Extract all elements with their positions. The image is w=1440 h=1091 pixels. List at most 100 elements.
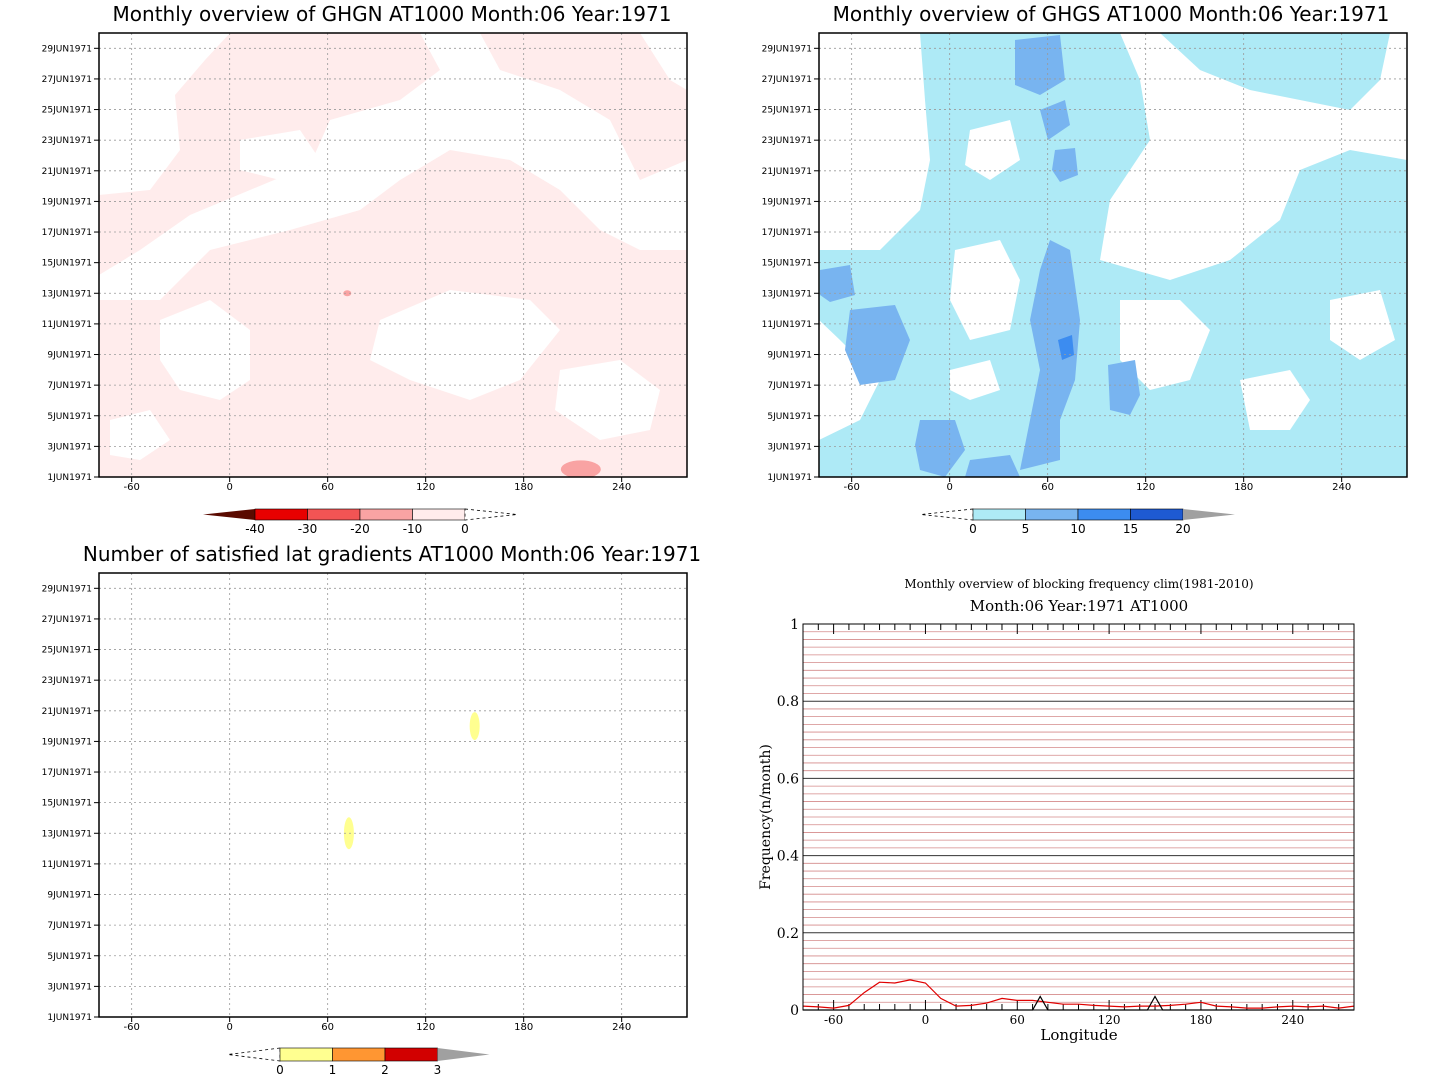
ghgs-clear-region-f [1330,290,1395,360]
lat-gradients-contour-fill [343,712,480,850]
lat-gradients-y-tick-label: 21JUN1971 [42,707,92,717]
lat-gradients-x-tick-label: 60 [321,1022,334,1033]
ghgn-y-tick-label: 21JUN1971 [42,167,92,177]
lat-gradients-y-tick-label: 13JUN1971 [42,829,92,839]
ghgs-x-axis: -60 0 60 120 180 240 [843,477,1351,493]
ghgs-contour-region-5to10-i [965,455,1020,477]
ghgn-colorbar-label: -20 [350,522,370,536]
ghgs-contour-region-5to10-a [1020,240,1080,470]
lat-gradients-x-tick-label: -60 [123,1022,139,1033]
ghgs-colorbar-label: 10 [1070,522,1085,536]
ghgn-x-axis: -60 0 60 120 180 240 [123,477,631,493]
lat-gradients-colorbar-segment [332,1047,386,1062]
ghgn-panel: Monthly overview of GHGN AT1000 Month:06… [42,2,688,536]
ghgs-y-tick-label: 19JUN1971 [762,197,812,207]
blocking-frequency-x-tick-label: 180 [1189,1013,1212,1027]
blocking-frequency-grid [802,624,1355,1010]
ghgn-y-tick-label: 5JUN1971 [47,412,92,422]
ghgs-y-tick-label: 1JUN1971 [767,473,812,483]
ghgs-clear-region-b [950,360,1000,400]
ghgn-y-tick-label: 7JUN1971 [47,381,92,391]
ghgn-colorbar-label: -40 [245,522,265,536]
blocking-frequency-x-axis: -60 0 60 120 180 240 [824,1013,1304,1027]
blocking-frequency-x-tick-label: 240 [1281,1013,1304,1027]
ghgn-feature-layer [343,290,601,477]
ghgn-y-tick-label: 29JUN1971 [42,44,92,54]
ghgs-title: Monthly overview of GHGS AT1000 Month:06… [833,2,1390,26]
ghgs-clear-region-e [965,120,1020,180]
ghgn-colorbar-label: -10 [403,522,423,536]
ghgs-contour-region-5to10-b [845,305,910,385]
ghgs-grid [819,33,1407,477]
lat-gradients-colorbar-label: 0 [276,1063,284,1077]
ghgs-y-tick-label: 21JUN1971 [762,167,812,177]
lat-gradients-y-tick-label: 5JUN1971 [47,952,92,962]
lat-gradients-y-tick-label: 9JUN1971 [47,891,92,901]
ghgs-clear-region-d [1240,370,1310,430]
blocking-frequency-y-axis-label: Frequency(n/month) [758,744,774,890]
ghgn-colorbar: -40 -30 -20 -10 0 [203,508,518,536]
lat-gradients-y-tick-label: 17JUN1971 [42,768,92,778]
ghgn-y-tick-label: 13JUN1971 [42,289,92,299]
lat-gradients-y-axis: 1JUN1971 3JUN1971 5JUN1971 7JUN1971 9JUN1971… [42,584,99,1023]
ghgn-colorbar-label: -30 [298,522,318,536]
ghgs-y-tick-label: 17JUN1971 [762,228,812,238]
lat-gradients-y-tick-label: 19JUN1971 [42,737,92,747]
ghgn-x-tick-label: 120 [416,482,435,493]
blocking-frequency-y-axis: 0 0.2 0.4 0.6 0.8 1 [777,617,799,1019]
ghgs-x-tick-label: 240 [1332,482,1351,493]
ghgs-colorbar-label: 5 [1022,522,1030,536]
lat-gradients-y-tick-label: 1JUN1971 [47,1013,92,1023]
ghgn-y-tick-label: 25JUN1971 [42,106,92,116]
ghgs-contour-region-5to10-c [915,420,965,477]
ghgn-x-tick-label: 180 [514,482,533,493]
ghgs-y-tick-label: 13JUN1971 [762,289,812,299]
ghgs-colorbar-segment [972,508,1026,521]
ghgs-colorbar-label: 0 [969,522,977,536]
ghgs-y-tick-label: 15JUN1971 [762,259,812,269]
lat-gradients-colorbar-label: 3 [434,1063,442,1077]
ghgs-contour-region-10to15 [1058,335,1074,360]
ghgs-contour-region-5to10-f [1052,148,1078,182]
blocking-frequency-x-axis-label: Longitude [1040,1026,1117,1044]
blocking-frequency-y-tick-label: 0.2 [777,926,799,942]
ghgs-contour-region-5to10-h [820,265,855,302]
blocking-frequency-y-tick-label: 0.4 [777,849,799,865]
ghgs-x-tick-label: -60 [843,482,859,493]
lat-gradients-colorbar-label: 2 [381,1063,389,1077]
ghgs-contour-region-5to10-e [1015,35,1065,95]
lat-gradients-panel: Number of satisfied lat gradients AT1000… [42,542,701,1077]
lat-gradients-y-tick-label: 29JUN1971 [42,584,92,594]
lat-gradients-plot-background [99,573,687,1017]
lat-gradients-colorbar-low-triangle [227,1047,281,1062]
ghgs-colorbar-segment [1025,508,1079,521]
lat-gradients-title: Number of satisfied lat gradients AT1000… [83,542,701,566]
blocking-frequency-x-tick-label: 120 [1098,1013,1121,1027]
ghgn-clear-region-c [555,360,660,440]
lat-gradients-x-axis: -60 0 60 120 180 240 [123,1017,631,1033]
ghgs-y-tick-label: 5JUN1971 [767,412,812,422]
lat-gradients-y-tick-label: 11JUN1971 [42,860,92,870]
ghgn-grid [99,33,687,477]
blocking-frequency-x-tick-label: 60 [1010,1013,1025,1027]
ghgs-clear-region-c [1120,300,1210,390]
ghgs-x-tick-label: 60 [1041,482,1054,493]
ghgs-contour-region-0to5-topright [1160,33,1390,110]
ghgn-y-tick-label: 19JUN1971 [42,197,92,207]
lat-gradients-feature-1 [343,817,354,850]
ghgs-x-tick-label: 180 [1234,482,1253,493]
ghgn-y-axis: 1JUN1971 3JUN1971 5JUN1971 7JUN1971 9JUN1971… [42,44,99,483]
blocking-frequency-y-tick-label: 0.8 [777,694,799,710]
ghgn-x-tick-label: 60 [321,482,334,493]
lat-gradients-colorbar-segment [384,1047,438,1062]
ghgs-y-tick-label: 27JUN1971 [762,75,812,85]
lat-gradients-y-tick-label: 3JUN1971 [47,982,92,992]
ghgn-y-tick-label: 17JUN1971 [42,228,92,238]
ghgs-panel: Monthly overview of GHGS AT1000 Month:06… [762,2,1408,536]
lat-gradients-y-tick-label: 23JUN1971 [42,676,92,686]
ghgn-colorbar-segment [412,508,466,521]
ghgs-y-axis: 1JUN1971 3JUN1971 5JUN1971 7JUN1971 9JUN1971… [762,44,819,483]
ghgs-plot-frame [818,32,1408,478]
ghgn-y-tick-label: 3JUN1971 [47,442,92,452]
